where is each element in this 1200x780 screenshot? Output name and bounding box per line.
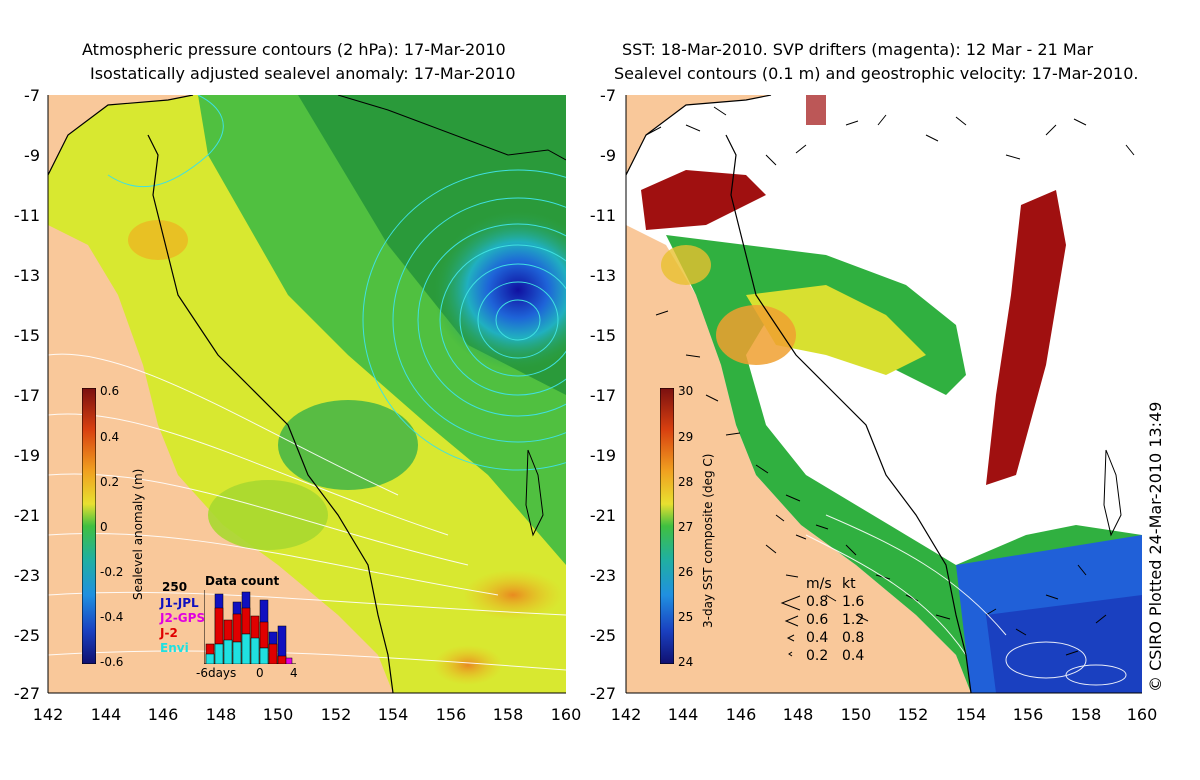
velocity-row-kt: 0.4 — [842, 648, 865, 664]
lat-label: -11 — [13, 206, 40, 225]
lon-label: 156 — [435, 705, 467, 724]
velocity-row-ms: 0.6 — [806, 612, 829, 628]
colorbar-tick: -0.4 — [100, 610, 124, 624]
colorbar-tick: 0.2 — [100, 475, 120, 489]
data-count-max: 250 — [162, 580, 188, 594]
lat-label: -27 — [13, 684, 40, 703]
lon-label: 154 — [377, 705, 409, 724]
right-colorbar-label: 3-day SST composite (deg C) — [701, 453, 715, 628]
colorbar-tick: 0.4 — [100, 430, 120, 444]
left-low-anomaly — [433, 210, 566, 370]
lat-label: -7 — [24, 86, 40, 105]
csiro-credit: © CSIRO Plotted 24-Mar-2010 13:49 — [1146, 401, 1165, 692]
colorbar-tick: 0 — [100, 520, 108, 534]
velocity-arrow-icons — [780, 595, 801, 657]
lat-label: -15 — [13, 326, 40, 345]
lon-label: 152 — [320, 705, 352, 724]
velocity-row-ms: 0.4 — [806, 630, 829, 646]
right-swath-east — [986, 190, 1066, 485]
legend-envi: Envi — [160, 641, 189, 655]
left-title-line1: Atmospheric pressure contours (2 hPa): 1… — [82, 40, 506, 59]
left-orange-patch — [463, 570, 563, 620]
colorbar-tick: 26 — [678, 565, 694, 579]
colorbar-tick: 0.6 — [100, 384, 120, 398]
left-colorbar-label: Sealevel anomaly (m) — [131, 468, 145, 600]
lat-label: -17 — [13, 386, 40, 405]
lon-label: 150 — [840, 705, 872, 724]
velocity-row-kt: 0.8 — [842, 630, 865, 646]
lat-label: -17 — [589, 386, 616, 405]
data-count-bars — [204, 590, 296, 664]
lon-label: 144 — [667, 705, 699, 724]
lon-label: 156 — [1012, 705, 1044, 724]
lat-label: -23 — [13, 566, 40, 585]
right-colorbar — [660, 388, 674, 664]
lat-label: -21 — [13, 506, 40, 525]
lat-label: -15 — [589, 326, 616, 345]
lon-label: 152 — [897, 705, 929, 724]
colorbar-tick: 28 — [678, 475, 694, 489]
lat-label: -19 — [13, 446, 40, 465]
colorbar-tick: 25 — [678, 610, 694, 624]
lat-label: -27 — [589, 684, 616, 703]
lat-label: -25 — [13, 626, 40, 645]
colorbar-tick: 30 — [678, 384, 694, 398]
lon-label: 150 — [262, 705, 294, 724]
colorbar-tick: 27 — [678, 520, 694, 534]
lon-label: 148 — [782, 705, 814, 724]
lat-label: -7 — [600, 86, 616, 105]
right-sealevel-contours — [805, 514, 1127, 686]
lat-label: -23 — [589, 566, 616, 585]
velocity-row-ms: 0.8 — [806, 594, 829, 610]
velocity-row-kt: 1.6 — [842, 594, 865, 610]
lon-label: 146 — [147, 705, 179, 724]
lon-label: 142 — [32, 705, 64, 724]
lon-label: 158 — [1070, 705, 1102, 724]
legend-j-2: J-2 — [160, 626, 178, 640]
left-coastline — [48, 95, 394, 693]
lon-label: 160 — [1126, 705, 1158, 724]
data-count-axis-right: 4 — [290, 666, 298, 680]
data-count-axis-zero: 0 — [256, 666, 264, 680]
left-colorbar — [82, 388, 96, 664]
velocity-row-kt: 1.2 — [842, 612, 865, 628]
lon-label: 146 — [725, 705, 757, 724]
lon-label: 144 — [90, 705, 122, 724]
legend-j1-jpl: J1-JPL — [160, 596, 199, 610]
lat-label: -13 — [13, 266, 40, 285]
colorbar-tick: 29 — [678, 430, 694, 444]
legend-j2-gps: J2-GPS — [160, 611, 206, 625]
data-count-axis-left: -6days — [196, 666, 237, 680]
left-title-line2: Isostatically adjusted sealevel anomaly:… — [90, 64, 516, 83]
lon-label: 160 — [550, 705, 582, 724]
left-pressure-contours — [107, 95, 566, 471]
right-map — [626, 95, 1142, 693]
lon-label: 142 — [610, 705, 642, 724]
lat-label: -9 — [24, 146, 40, 165]
right-swath-west — [641, 170, 766, 230]
colorbar-tick: -0.2 — [100, 565, 124, 579]
lon-label: 154 — [955, 705, 987, 724]
lat-label: -21 — [589, 506, 616, 525]
velocity-header-ms: m/s — [806, 576, 832, 592]
right-title-line1: SST: 18-Mar-2010. SVP drifters (magenta)… — [622, 40, 1094, 59]
colorbar-tick: 24 — [678, 655, 694, 669]
velocity-row-ms: 0.2 — [806, 648, 829, 664]
colorbar-tick: -0.6 — [100, 655, 124, 669]
right-sst-yellow — [746, 285, 926, 375]
right-title-line2: Sealevel contours (0.1 m) and geostrophi… — [614, 64, 1139, 83]
lat-label: -11 — [589, 206, 616, 225]
lat-label: -9 — [600, 146, 616, 165]
lon-label: 148 — [205, 705, 237, 724]
velocity-header-kt: kt — [842, 576, 856, 592]
right-coastline — [626, 95, 972, 693]
lat-label: -19 — [589, 446, 616, 465]
lat-label: -13 — [589, 266, 616, 285]
data-count-title: Data count — [205, 574, 280, 588]
left-map — [48, 95, 566, 693]
lat-label: -25 — [589, 626, 616, 645]
lon-label: 158 — [492, 705, 524, 724]
